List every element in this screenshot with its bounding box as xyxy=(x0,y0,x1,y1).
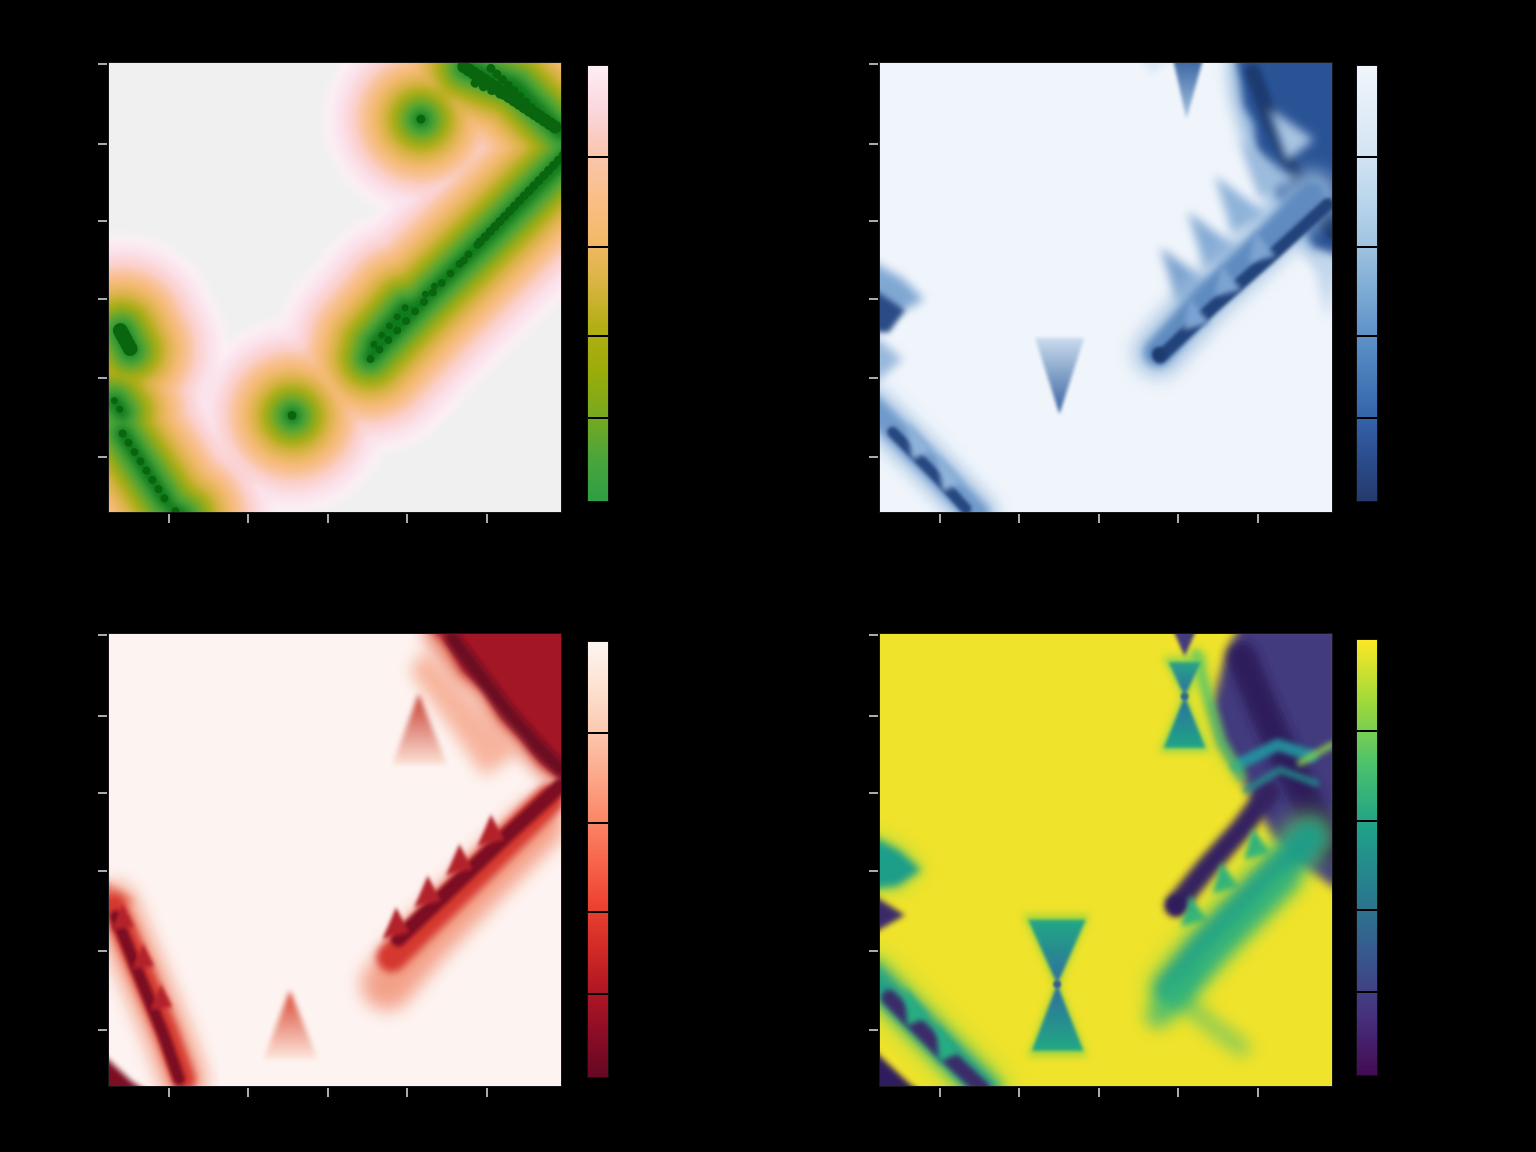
y-axis-tick xyxy=(98,455,107,458)
y-axis-tick xyxy=(869,455,878,458)
colorbar-tick-line xyxy=(588,910,608,913)
x-axis-tick xyxy=(1017,514,1020,523)
colorbar-tick-line xyxy=(1357,991,1377,994)
colorbar-tick-line xyxy=(1357,245,1377,248)
x-axis-tick xyxy=(938,514,941,523)
colorbar-reds-field xyxy=(587,641,609,1078)
x-axis-tick xyxy=(405,514,408,523)
colorbar-tick-line xyxy=(1357,819,1377,822)
y-axis-tick xyxy=(98,1029,107,1032)
y-axis-tick xyxy=(869,220,878,223)
y-axis-tick xyxy=(869,870,878,873)
y-axis-tick xyxy=(98,63,107,66)
colorbar-tick-line xyxy=(588,245,608,248)
y-axis-tick xyxy=(869,63,878,66)
colorbar-tick-line xyxy=(1357,908,1377,911)
heatmap-plot-blues-field xyxy=(879,62,1333,513)
colorbar-blues-field xyxy=(1356,65,1378,502)
x-axis-tick xyxy=(405,1088,408,1097)
colorbar-distance-field xyxy=(587,65,609,502)
y-axis-tick xyxy=(98,220,107,223)
y-axis-tick xyxy=(98,792,107,795)
x-axis-tick xyxy=(167,1088,170,1097)
y-axis-tick xyxy=(98,376,107,379)
y-axis-tick xyxy=(869,949,878,952)
y-axis-tick xyxy=(98,143,107,146)
y-axis-tick xyxy=(98,949,107,952)
x-axis-tick xyxy=(167,514,170,523)
x-axis-tick xyxy=(1017,1088,1020,1097)
colorbar-tick-line xyxy=(588,732,608,735)
y-axis-tick xyxy=(98,714,107,717)
colorbar-tick-line xyxy=(588,821,608,824)
x-axis-tick xyxy=(246,1088,249,1097)
y-axis-tick xyxy=(98,870,107,873)
x-axis-tick xyxy=(1176,1088,1179,1097)
colorbar-tick-line xyxy=(588,334,608,337)
colorbar-tick-line xyxy=(1357,156,1377,159)
colorbar-tick-line xyxy=(1357,334,1377,337)
heatmap-plot-reds-field xyxy=(108,633,562,1087)
y-axis-tick xyxy=(869,792,878,795)
x-axis-tick xyxy=(486,1088,489,1097)
x-axis-tick xyxy=(486,514,489,523)
x-axis-tick xyxy=(326,1088,329,1097)
x-axis-tick xyxy=(246,514,249,523)
x-axis-tick xyxy=(1257,514,1260,523)
heatmap-plot-viridis-field xyxy=(879,633,1333,1087)
colorbar-tick-line xyxy=(588,417,608,420)
y-axis-tick xyxy=(869,1029,878,1032)
y-axis-tick xyxy=(869,297,878,300)
heatmap-image xyxy=(880,634,1332,1086)
colorbar-tick-line xyxy=(1357,730,1377,733)
x-axis-tick xyxy=(1097,514,1100,523)
heatmap-image xyxy=(109,634,561,1086)
y-axis-tick xyxy=(869,376,878,379)
y-axis-tick xyxy=(869,634,878,637)
x-axis-tick xyxy=(1176,514,1179,523)
colorbar-tick-line xyxy=(1357,417,1377,420)
heatmap-plot-distance-field xyxy=(108,62,562,513)
x-axis-tick xyxy=(1097,1088,1100,1097)
x-axis-tick xyxy=(938,1088,941,1097)
y-axis-tick xyxy=(869,714,878,717)
x-axis-tick xyxy=(1257,1088,1260,1097)
y-axis-tick xyxy=(869,143,878,146)
colorbar-tick-line xyxy=(588,156,608,159)
heatmap-image xyxy=(109,63,561,512)
colorbar-viridis-field xyxy=(1356,639,1378,1076)
colorbar-tick-line xyxy=(588,993,608,996)
y-axis-tick xyxy=(98,297,107,300)
x-axis-tick xyxy=(326,514,329,523)
y-axis-tick xyxy=(98,634,107,637)
heatmap-image xyxy=(880,63,1332,512)
